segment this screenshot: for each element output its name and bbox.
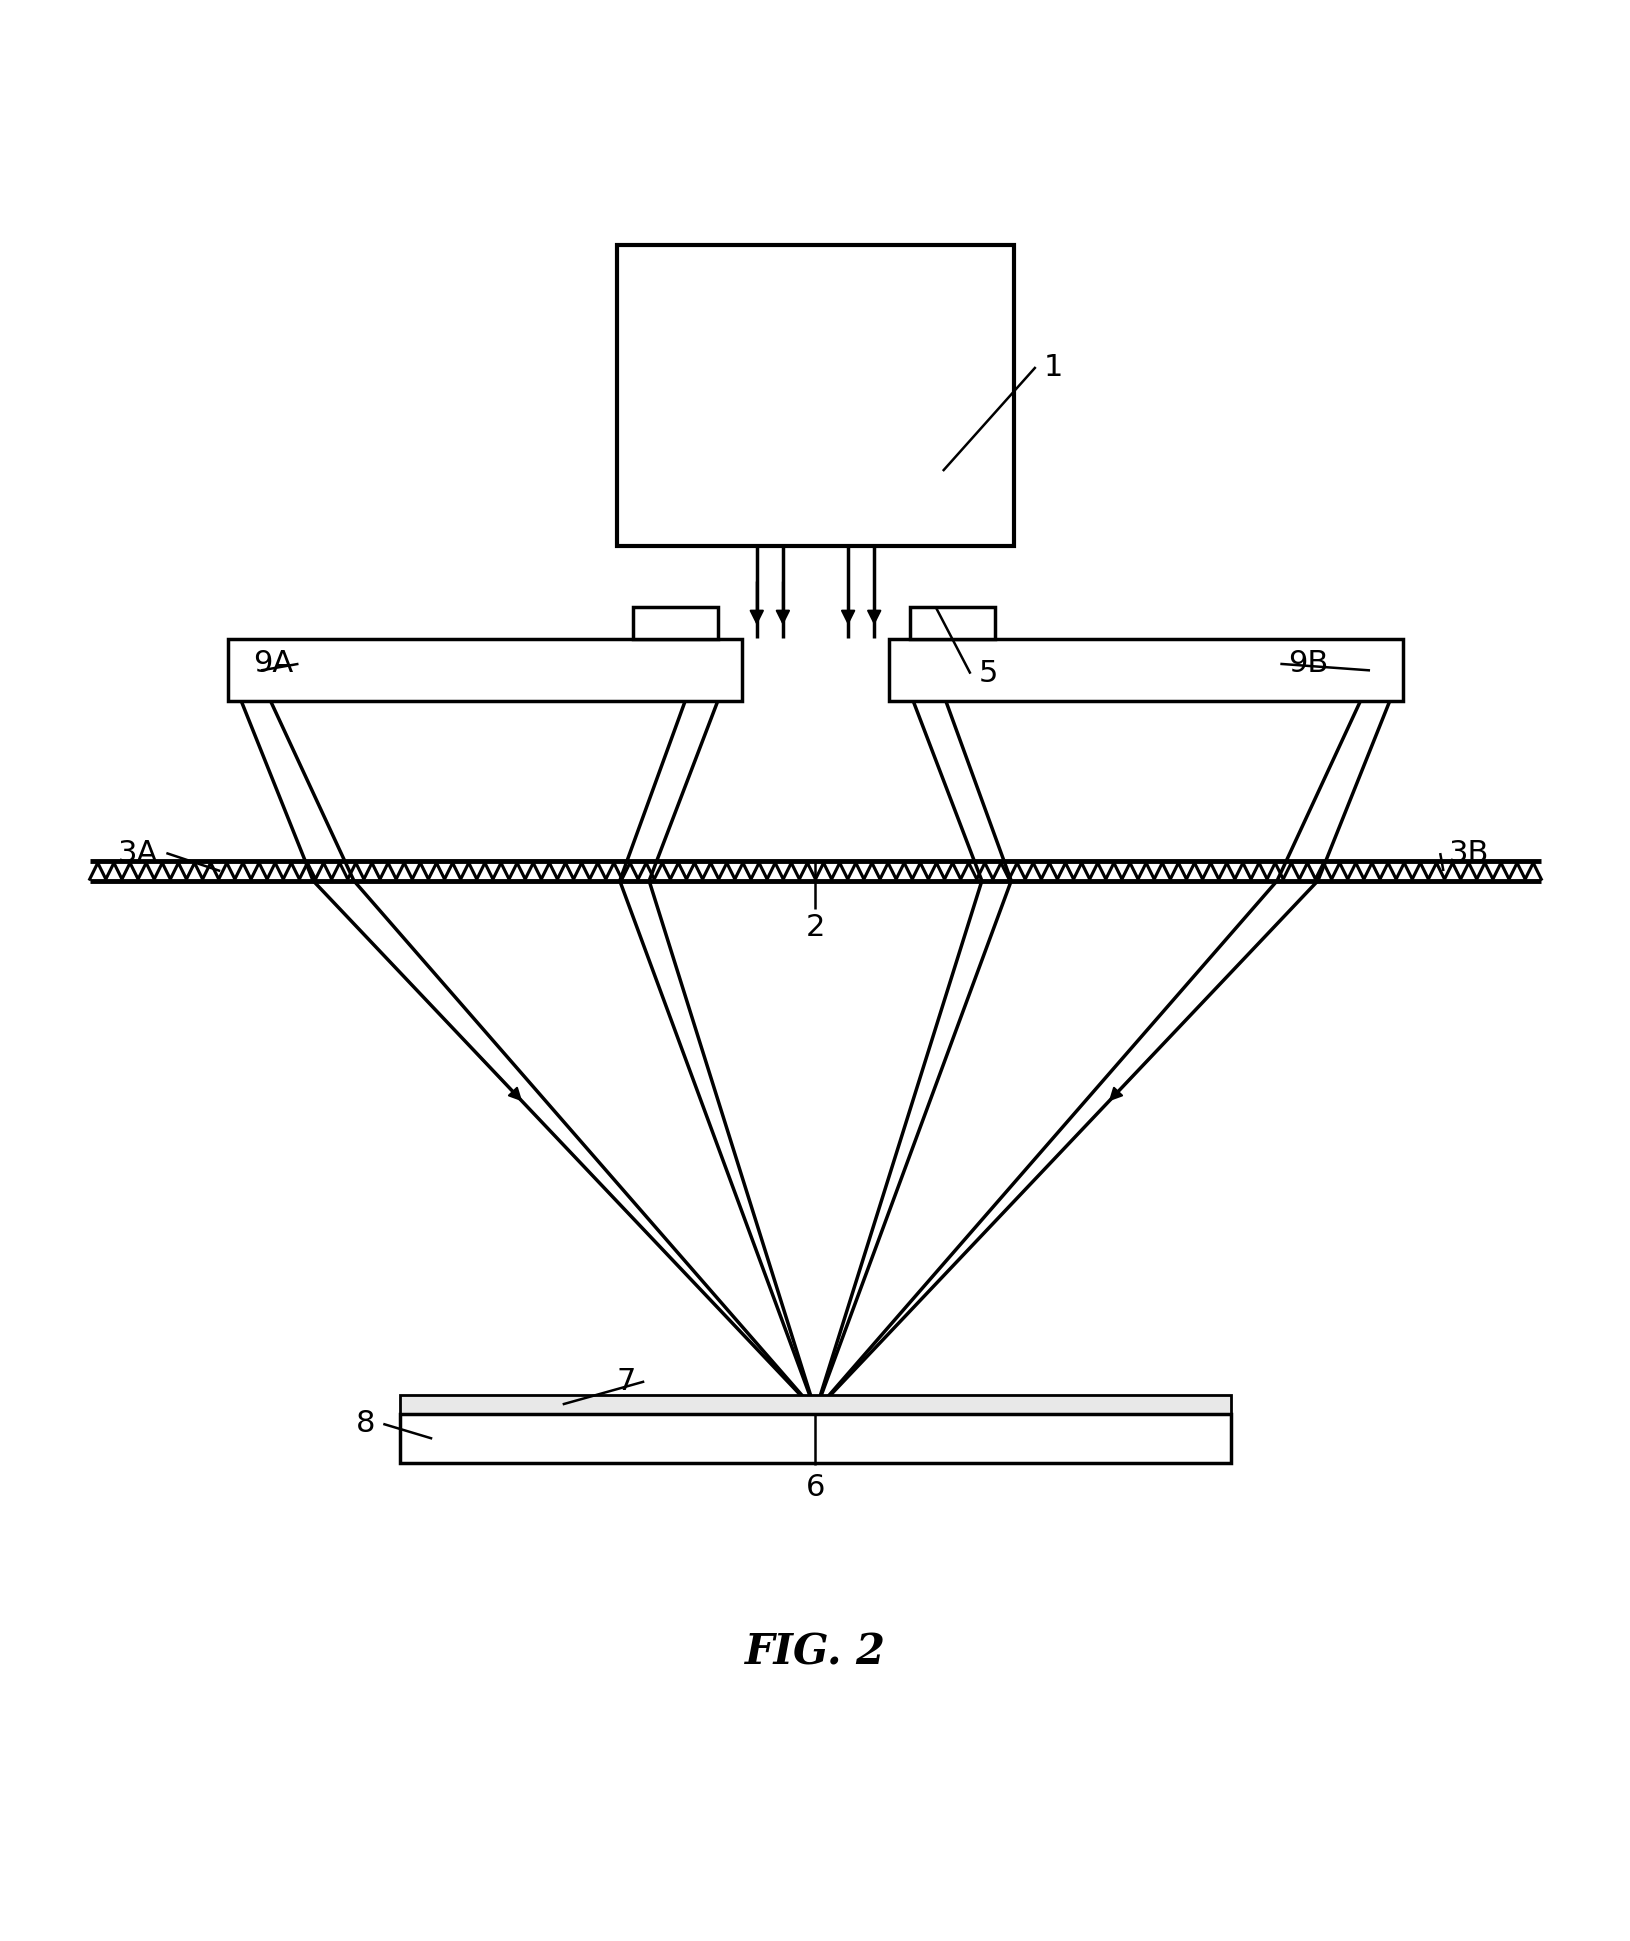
Bar (910, 608, 994, 639)
Text: 8: 8 (355, 1409, 375, 1438)
Text: 9B: 9B (1288, 650, 1328, 677)
Text: 9A: 9A (253, 650, 293, 677)
Text: 2: 2 (805, 914, 825, 943)
Bar (228, 639, 742, 701)
Bar (888, 639, 1402, 701)
Bar (616, 245, 1014, 547)
Text: 3A: 3A (117, 839, 158, 868)
Bar (399, 1394, 1231, 1415)
Text: FIG. 2: FIG. 2 (745, 1630, 885, 1673)
Bar (632, 608, 717, 639)
Text: 7: 7 (616, 1366, 636, 1396)
Text: 6: 6 (805, 1473, 825, 1502)
Text: 5: 5 (978, 660, 998, 689)
Bar (399, 1415, 1231, 1464)
Text: 1: 1 (1043, 353, 1063, 382)
Text: 3B: 3B (1447, 839, 1488, 868)
